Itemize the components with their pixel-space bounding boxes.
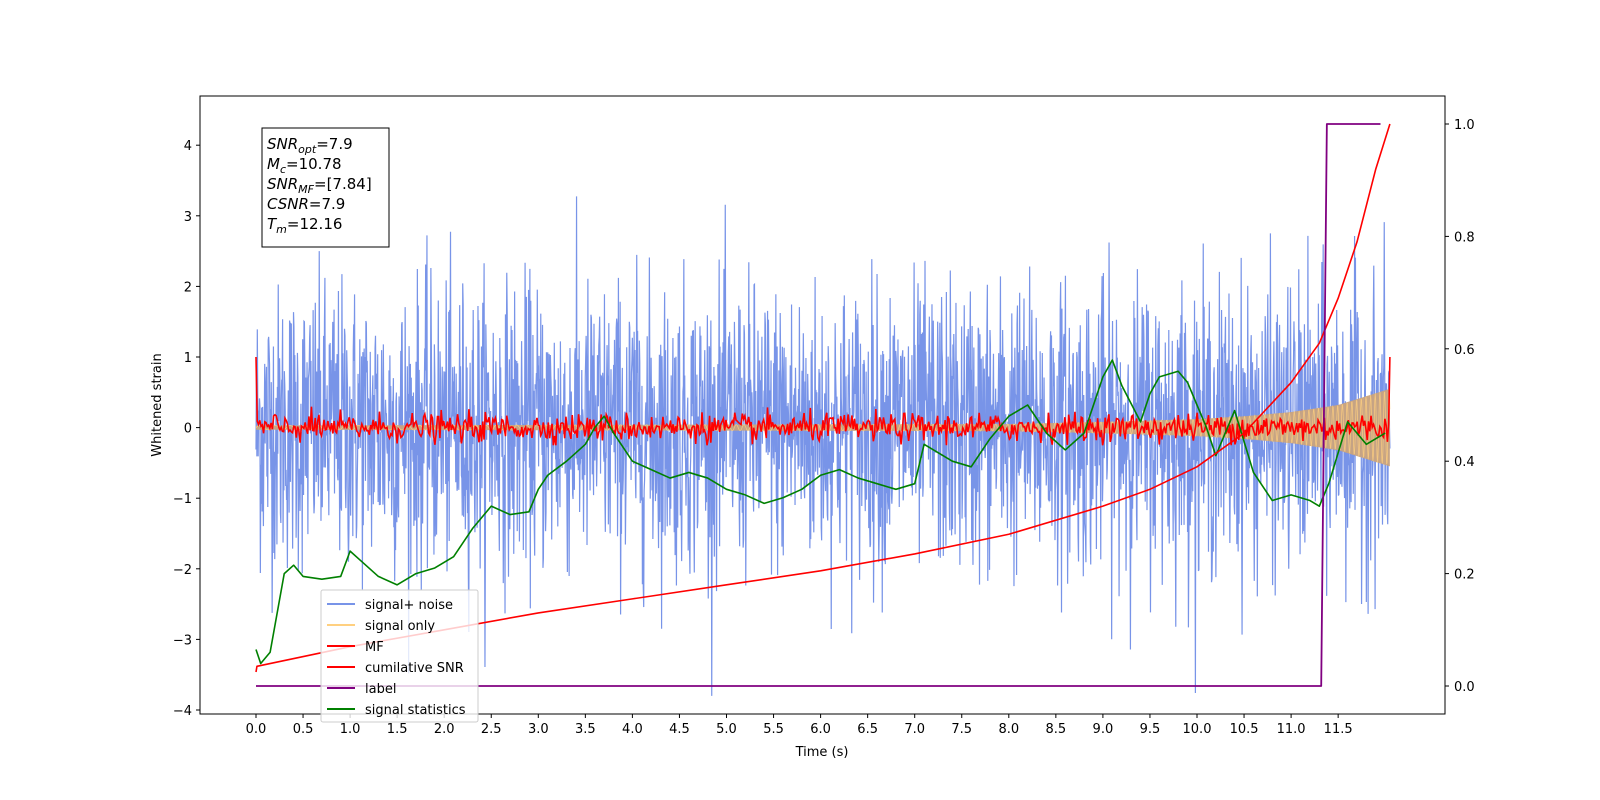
x-tick-label: 2.0 — [434, 722, 455, 737]
annotation-line: SNRMF=[7.84] — [267, 175, 372, 196]
y-tick-label: 1 — [184, 351, 192, 366]
signal-noise-series — [255, 196, 1391, 696]
y-axis-label: Whitened strain — [150, 353, 165, 456]
x-axis-label: Time (s) — [795, 745, 849, 760]
y-tick-label: −1 — [173, 492, 192, 507]
x-tick-label: 10.0 — [1183, 722, 1212, 737]
annotation-line: CSNR=7.9 — [267, 195, 345, 213]
annotation-line: Mc=10.78 — [267, 155, 342, 176]
x-tick-label: 7.0 — [904, 722, 925, 737]
x-tick-label: 9.5 — [1140, 722, 1161, 737]
x-tick-label: 0.5 — [293, 722, 314, 737]
signal-noise-line — [255, 196, 1391, 696]
mf-series — [255, 356, 1391, 446]
x-tick-label: 1.5 — [387, 722, 408, 737]
legend-entry: label — [365, 682, 396, 697]
x-tick-label: 6.5 — [857, 722, 878, 737]
signal-statistics-series — [255, 359, 1386, 665]
y2-tick-label: 0.2 — [1454, 568, 1475, 583]
y-tick-label: 2 — [184, 280, 192, 295]
x-tick-label: 3.0 — [528, 722, 549, 737]
y2-tick-label: 0.4 — [1454, 455, 1475, 470]
x-tick-label: 5.0 — [716, 722, 737, 737]
legend-entry: signal only — [365, 619, 435, 634]
y2-tick-label: 0.8 — [1454, 230, 1475, 245]
mf-line — [255, 356, 1391, 446]
plot-frame — [199, 95, 1446, 715]
x-tick-label: 5.5 — [763, 722, 784, 737]
x-tick-label: 7.5 — [951, 722, 972, 737]
label-line — [256, 123, 1381, 687]
y2-tick-label: 0.6 — [1454, 343, 1475, 358]
label-series — [256, 123, 1381, 687]
x-tick-label: 4.5 — [669, 722, 690, 737]
x-tick-label: 1.0 — [340, 722, 361, 737]
y2-tick-label: 1.0 — [1454, 118, 1475, 133]
x-tick-label: 6.0 — [810, 722, 831, 737]
legend-entry: cumilative SNR — [365, 661, 464, 676]
x-tick-label: 0.0 — [246, 722, 267, 737]
y-tick-label: −3 — [173, 633, 192, 648]
legend: signal+ noise signal only MF cumilative SNR… — [320, 589, 479, 723]
x-tick-label: 4.0 — [622, 722, 643, 737]
y-tick-label: 4 — [184, 139, 192, 154]
legend-entry: signal+ noise — [365, 598, 453, 613]
y-tick-label: −2 — [173, 563, 192, 578]
x-tick-label: 2.5 — [481, 722, 502, 737]
legend-entry: signal statistics — [365, 703, 466, 718]
signal-statistics-line — [255, 359, 1386, 665]
x-tick-label: 8.5 — [1046, 722, 1067, 737]
x-tick-label: 11.5 — [1324, 722, 1353, 737]
y-tick-label: −4 — [173, 704, 192, 719]
y2-tick-label: 0.0 — [1454, 680, 1475, 695]
x-tick-label: 10.5 — [1230, 722, 1259, 737]
x-tick-label: 8.0 — [998, 722, 1019, 737]
x-tick-label: 9.0 — [1093, 722, 1114, 737]
y-tick-label: 3 — [184, 210, 192, 225]
annotation-line: SNRopt=7.9 — [267, 135, 353, 156]
x-axis: 0.0 0.5 1.0 1.5 2.0 2.5 3.0 3.5 4.0 4.5 5.0 5.5 6.0 6… — [246, 714, 1353, 737]
y-axis-left: 4 3 2 1 0 −1 −2 −3 −4 — [173, 139, 200, 719]
x-tick-label: 3.5 — [575, 722, 596, 737]
x-tick-label: 11.0 — [1277, 722, 1306, 737]
annotation-line: Tm=12.16 — [267, 215, 342, 236]
y-axis-right: 1.0 0.8 0.6 0.4 0.2 0.0 — [1445, 118, 1475, 695]
y-tick-label: 0 — [184, 422, 192, 437]
legend-entry: MF — [365, 640, 384, 655]
